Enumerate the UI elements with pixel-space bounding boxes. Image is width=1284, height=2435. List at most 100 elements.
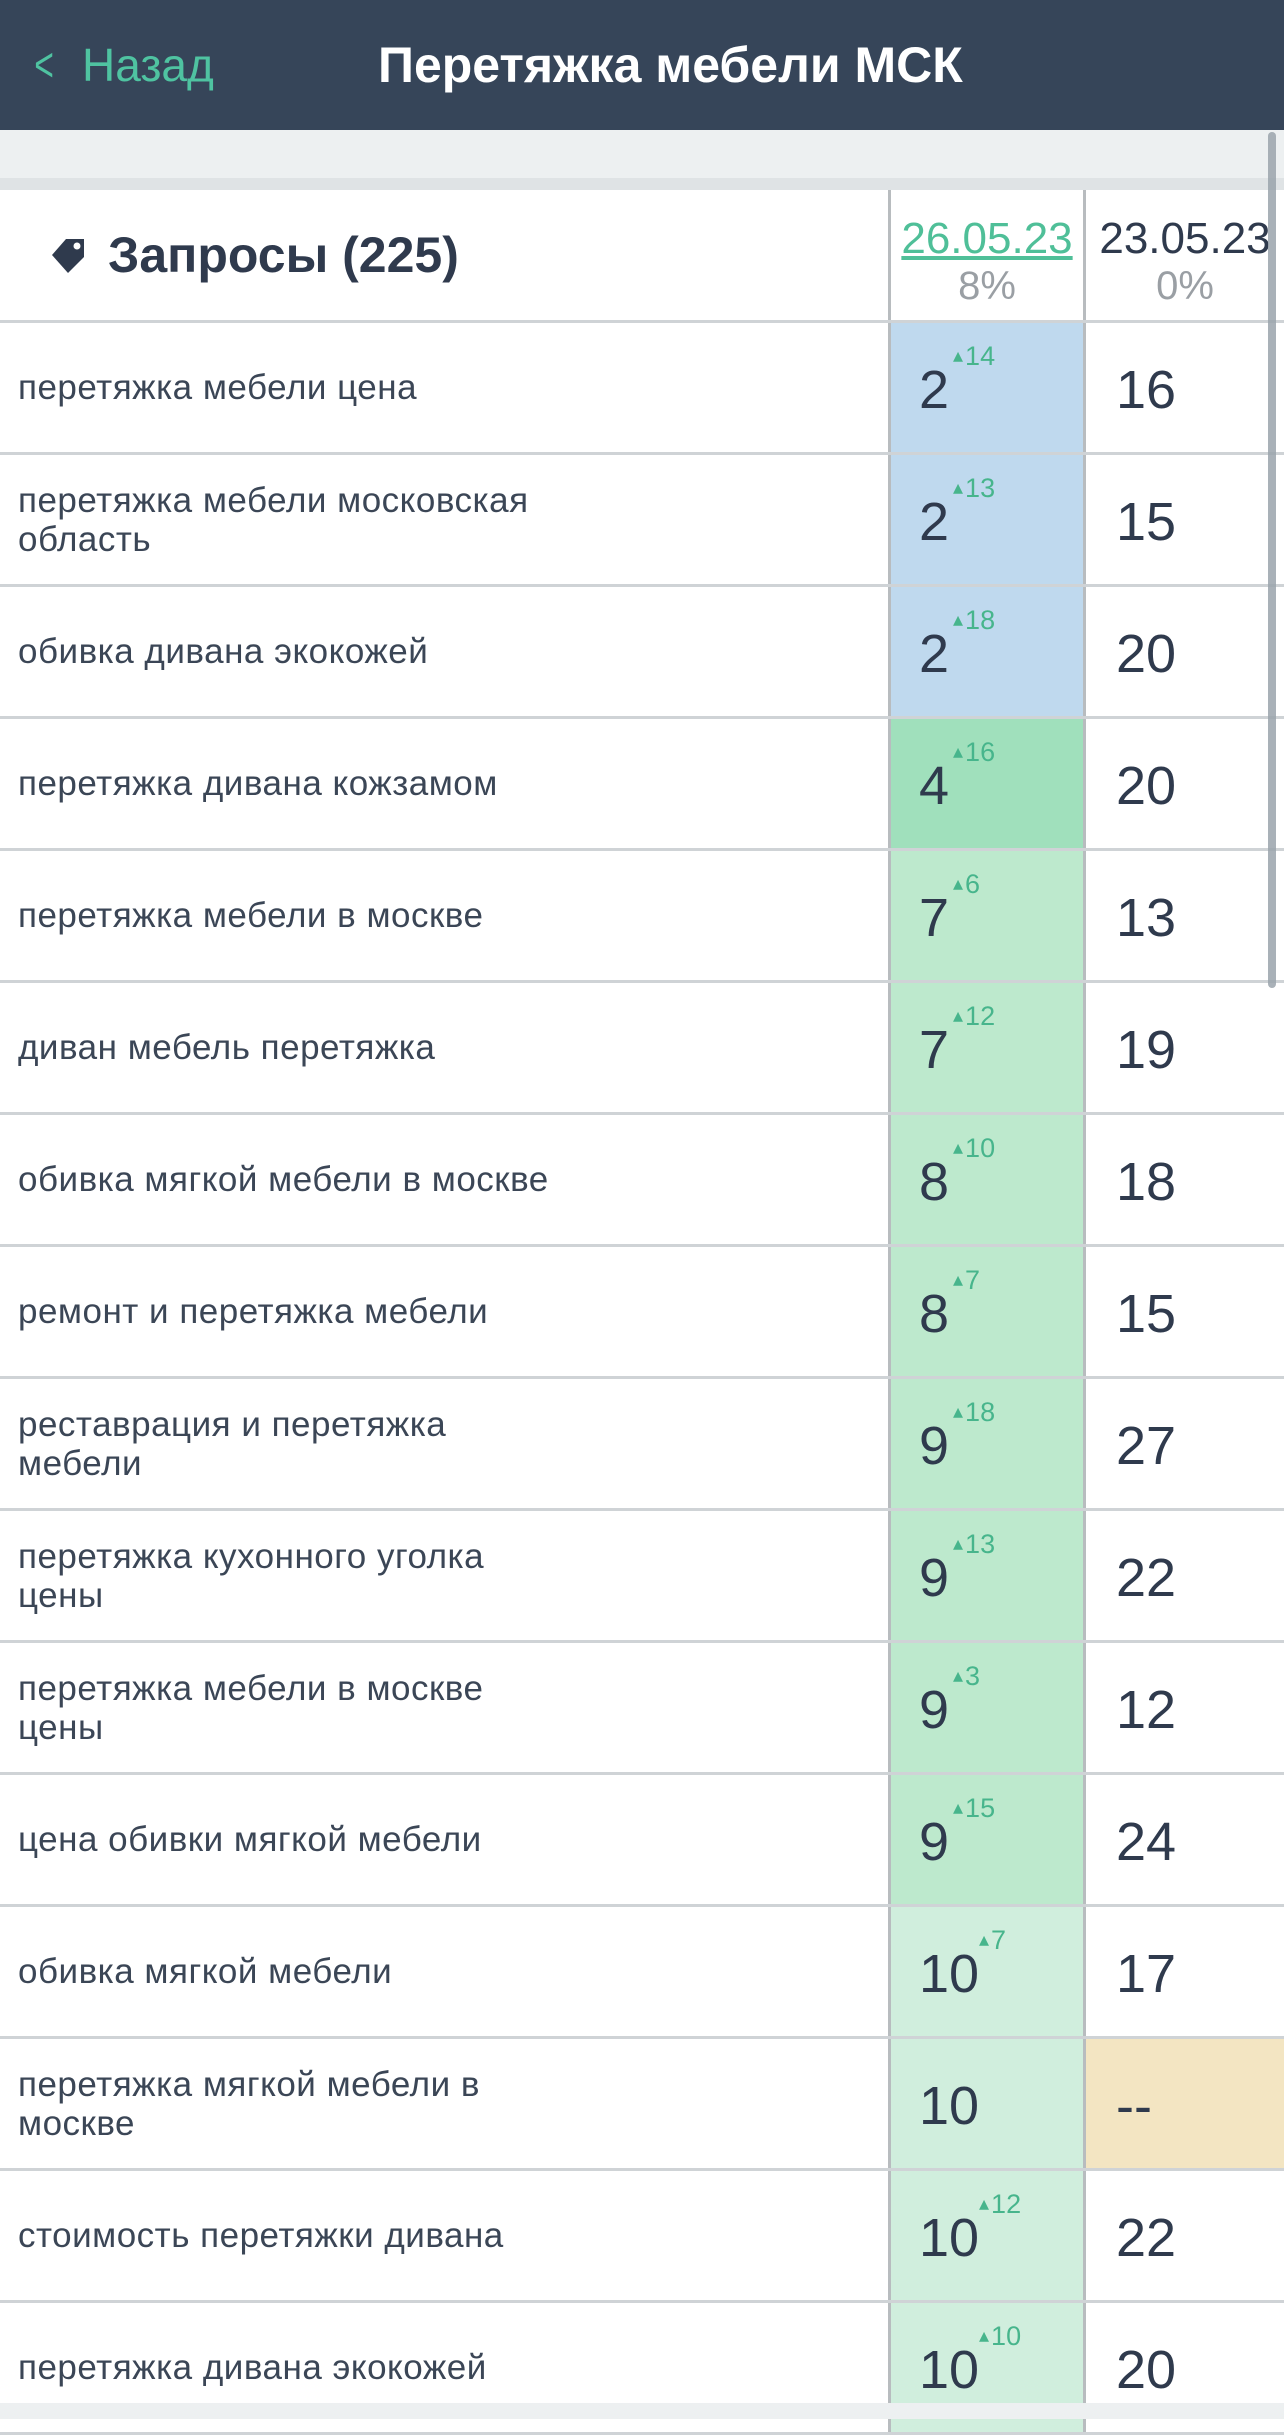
position-value: 10 [919,2076,980,2136]
position-cell[interactable]: 416 [888,719,1086,848]
bottom-strip [0,2403,1284,2419]
position-cell[interactable]: 915 [888,1775,1086,1904]
date-percent: 8% [958,264,1016,308]
position-change: 14 [953,341,995,372]
position-value: 9 [919,1680,950,1740]
previous-position-cell[interactable]: 22 [1086,2171,1284,2300]
positions-table: Запросы (225) 26.05.23 8% 23.05.23 0% пе… [0,190,1284,2435]
page-title: Перетяжка мебели МСК [378,37,963,93]
position-change: 16 [953,737,995,768]
table-row[interactable]: перетяжка мебели в москве 76 13 [0,851,1284,983]
position-change: 18 [953,605,995,636]
date-link[interactable]: 26.05.23 [901,214,1073,263]
position-value: 2 [919,624,950,684]
table-row[interactable]: обивка мягкой мебели 107 17 [0,1907,1284,2039]
previous-position-cell[interactable]: 18 [1086,1115,1284,1244]
table-row[interactable]: перетяжка мебели цена 214 16 [0,323,1284,455]
position-cell[interactable]: 712 [888,983,1086,1112]
previous-position-value: 24 [1116,1812,1177,1872]
queries-count-label: Запросы (225) [108,227,459,283]
scrollbar[interactable] [1268,132,1276,988]
position-cell[interactable]: 918 [888,1379,1086,1508]
position-value: 9 [919,1548,950,1608]
position-value: 8 [919,1152,950,1212]
keyword-label: ремонт и перетяжка мебели [18,1292,489,1331]
position-change: 10 [979,2321,1021,2352]
keyword-label: обивка мягкой мебели [18,1952,393,1991]
table-row[interactable]: перетяжка мебели в москве цены 93 12 [0,1643,1284,1775]
position-cell[interactable]: 218 [888,587,1086,716]
position-cell[interactable]: 913 [888,1511,1086,1640]
previous-position-value: 19 [1116,1020,1177,1080]
previous-position-cell[interactable]: 13 [1086,851,1284,980]
previous-position-cell[interactable]: 24 [1086,1775,1284,1904]
position-value: 10 [919,1944,980,2004]
queries-heading: Запросы (225) [48,190,459,320]
previous-position-cell[interactable]: 15 [1086,455,1284,584]
position-value: 10 [919,2340,980,2400]
position-cell[interactable]: 1012 [888,2171,1086,2300]
date-column-header[interactable]: 26.05.23 8% [888,190,1086,320]
position-change: 13 [953,1529,995,1560]
navbar: < Назад Перетяжка мебели МСК [0,0,1284,130]
previous-position-value: 22 [1116,2208,1177,2268]
previous-position-cell[interactable]: 12 [1086,1643,1284,1772]
previous-position-cell[interactable]: 20 [1086,2303,1284,2432]
position-change: 7 [979,1925,1006,1956]
keyword-label: стоимость перетяжки дивана [18,2216,504,2255]
position-value: 7 [919,1020,950,1080]
position-change: 15 [953,1793,995,1824]
position-cell[interactable]: 107 [888,1907,1086,2036]
table-body: перетяжка мебели цена21416перетяжка мебе… [0,323,1284,2435]
previous-position-value: 16 [1116,360,1177,420]
previous-position-value: 15 [1116,492,1177,552]
back-button[interactable]: < Назад [30,34,214,96]
table-row[interactable]: перетяжка мебели московская область 213 15 [0,455,1284,587]
previous-position-cell[interactable]: 22 [1086,1511,1284,1640]
previous-position-cell[interactable]: -- [1086,2039,1284,2168]
previous-position-cell[interactable]: 27 [1086,1379,1284,1508]
position-value: 10 [919,2208,980,2268]
table-row[interactable]: перетяжка мягкой мебели в москве 10 -- [0,2039,1284,2171]
position-cell[interactable]: 213 [888,455,1086,584]
previous-position-cell[interactable]: 16 [1086,323,1284,452]
position-cell[interactable]: 93 [888,1643,1086,1772]
keyword-label: перетяжка мебели в москве цены [18,1668,484,1747]
position-change: 6 [953,869,980,900]
table-row[interactable]: обивка дивана экокожей 218 20 [0,587,1284,719]
keyword-label: обивка мягкой мебели в москве [18,1160,549,1199]
previous-position-value: 20 [1116,756,1177,816]
position-cell[interactable]: 76 [888,851,1086,980]
table-row[interactable]: цена обивки мягкой мебели 915 24 [0,1775,1284,1907]
previous-position-value: 20 [1116,624,1177,684]
previous-position-cell[interactable]: 20 [1086,587,1284,716]
previous-position-cell[interactable]: 15 [1086,1247,1284,1376]
table-row[interactable]: реставрация и перетяжка мебели 918 27 [0,1379,1284,1511]
keyword-label: диван мебель перетяжка [18,1028,436,1067]
previous-position-value: 20 [1116,2340,1177,2400]
previous-position-value: 27 [1116,1416,1177,1476]
position-value: 9 [919,1416,950,1476]
table-row[interactable]: перетяжка дивана кожзамом 416 20 [0,719,1284,851]
position-change: 13 [953,473,995,504]
keyword-label: перетяжка кухонного уголка цены [18,1536,485,1615]
table-row[interactable]: обивка мягкой мебели в москве 810 18 [0,1115,1284,1247]
position-cell[interactable]: 810 [888,1115,1086,1244]
position-cell[interactable]: 214 [888,323,1086,452]
table-row[interactable]: стоимость перетяжки дивана 1012 22 [0,2171,1284,2303]
table-row[interactable]: диван мебель перетяжка 712 19 [0,983,1284,1115]
position-change: 7 [953,1265,980,1296]
keyword-label: перетяжка мебели цена [18,368,418,407]
date-label: 23.05.23 [1099,214,1271,263]
position-cell[interactable]: 87 [888,1247,1086,1376]
previous-position-cell[interactable]: 20 [1086,719,1284,848]
previous-position-cell[interactable]: 17 [1086,1907,1284,2036]
previous-position-value: 15 [1116,1284,1177,1344]
previous-position-cell[interactable]: 19 [1086,983,1284,1112]
chevron-left-icon: < [34,38,54,92]
table-row[interactable]: перетяжка кухонного уголка цены 913 22 [0,1511,1284,1643]
back-label: Назад [82,39,214,91]
position-cell[interactable]: 10 [888,2039,1086,2168]
table-row[interactable]: ремонт и перетяжка мебели 87 15 [0,1247,1284,1379]
keyword-label: перетяжка дивана экокожей [18,2348,487,2387]
